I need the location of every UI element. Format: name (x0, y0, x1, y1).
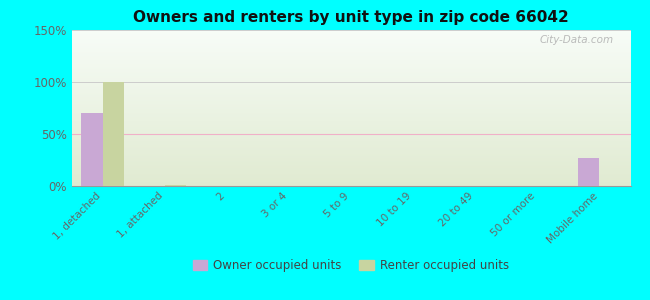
Bar (81, 113, 103, 186)
Bar (103, 82, 124, 186)
Text: City-Data.com: City-Data.com (540, 35, 614, 45)
Bar (164, 185, 187, 186)
Title: Owners and renters by unit type in zip code 66042: Owners and renters by unit type in zip c… (133, 10, 569, 25)
Bar (578, 158, 599, 186)
Legend: Owner occupied units, Renter occupied units: Owner occupied units, Renter occupied un… (188, 254, 514, 277)
